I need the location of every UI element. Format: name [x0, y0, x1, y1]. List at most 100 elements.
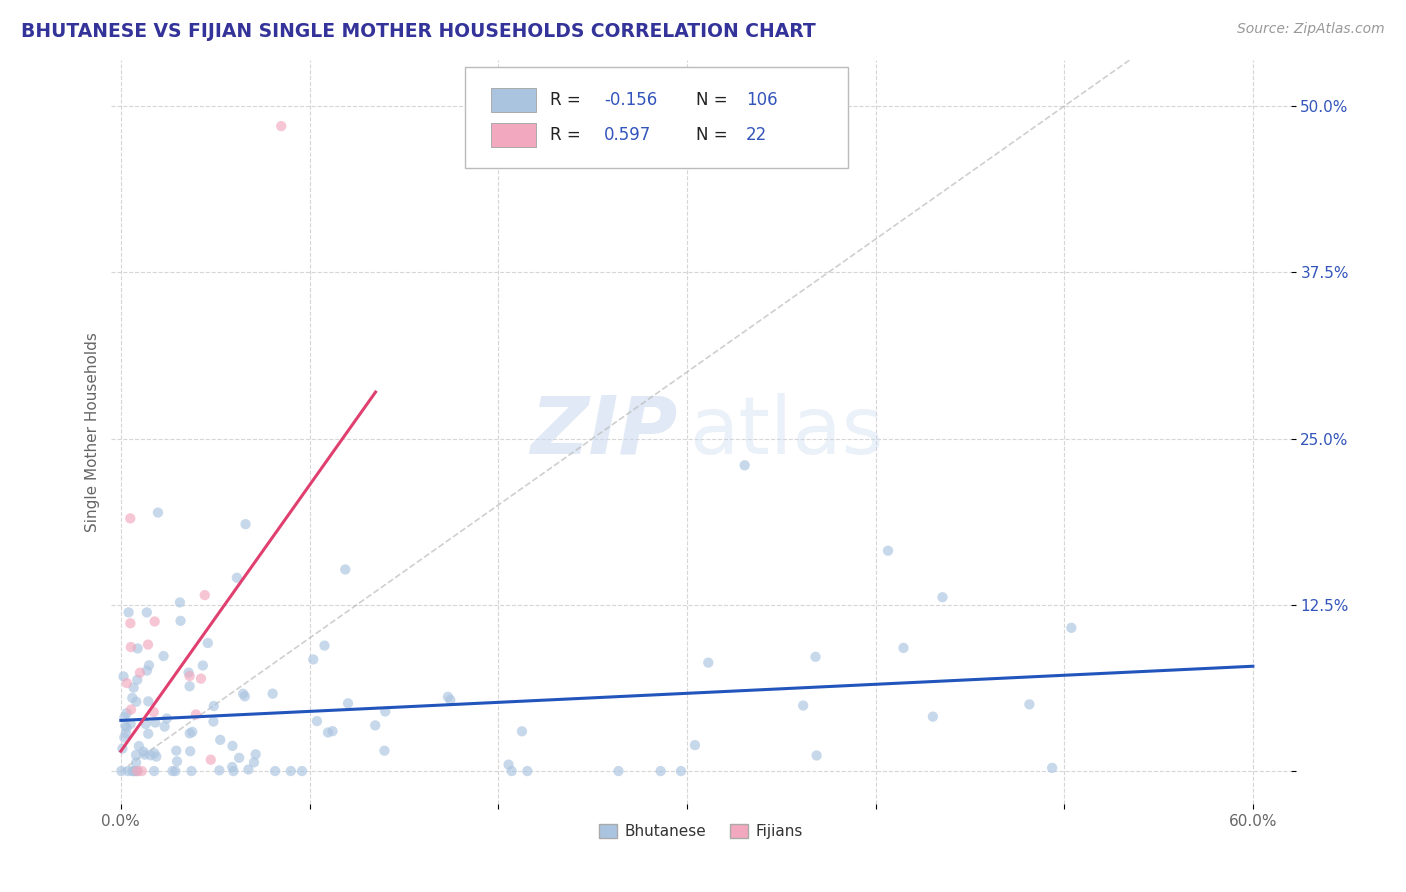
Text: ZIP: ZIP	[530, 393, 678, 471]
Point	[262, 687, 284, 701]
Point	[179, 726, 201, 740]
Point	[238, 763, 260, 777]
Point	[127, 764, 149, 778]
Point	[190, 672, 212, 686]
Point	[115, 706, 138, 720]
Point	[136, 694, 159, 708]
Point	[120, 717, 142, 731]
Point	[316, 725, 339, 739]
Point	[139, 748, 162, 763]
Point	[374, 705, 396, 719]
Point	[135, 606, 157, 620]
Point	[145, 749, 167, 764]
Point	[135, 664, 157, 678]
Point	[314, 639, 336, 653]
Point	[650, 764, 672, 778]
FancyBboxPatch shape	[491, 123, 536, 146]
Point	[221, 760, 243, 774]
Point	[112, 669, 135, 683]
Point	[146, 506, 169, 520]
Point	[209, 732, 232, 747]
Point	[114, 719, 136, 733]
Point	[337, 696, 360, 710]
Text: N =: N =	[696, 91, 733, 109]
Point	[245, 747, 267, 762]
Point	[683, 738, 706, 752]
Point	[501, 764, 523, 778]
Point	[165, 764, 187, 778]
Point	[498, 757, 520, 772]
Point	[792, 698, 814, 713]
Point	[121, 690, 143, 705]
Point	[179, 679, 201, 693]
Point	[120, 702, 142, 716]
Point	[322, 724, 344, 739]
Point	[270, 119, 292, 133]
Point	[153, 720, 176, 734]
Text: Source: ZipAtlas.com: Source: ZipAtlas.com	[1237, 22, 1385, 37]
Point	[120, 616, 142, 631]
Text: 106: 106	[745, 91, 778, 109]
Point	[194, 588, 217, 602]
Point	[804, 649, 827, 664]
Point	[179, 669, 201, 683]
Point	[931, 591, 953, 605]
Point	[235, 517, 257, 532]
Point	[166, 755, 188, 769]
Text: R =: R =	[550, 91, 586, 109]
Point	[305, 714, 328, 728]
Point	[439, 693, 461, 707]
Point	[110, 764, 132, 778]
Point	[302, 652, 325, 666]
Point	[437, 690, 460, 704]
Point	[669, 764, 692, 778]
Point	[181, 724, 204, 739]
Point	[115, 726, 138, 740]
Point	[143, 715, 166, 730]
Legend: Bhutanese, Fijians: Bhutanese, Fijians	[593, 818, 808, 845]
Point	[111, 741, 134, 756]
Point	[114, 710, 136, 724]
Point	[280, 764, 302, 778]
Point	[202, 714, 225, 729]
Text: -0.156: -0.156	[605, 91, 658, 109]
Point	[243, 756, 266, 770]
Point	[115, 721, 138, 735]
Point	[335, 562, 357, 576]
Point	[136, 638, 159, 652]
Point	[136, 727, 159, 741]
Point	[225, 571, 247, 585]
Point	[291, 764, 314, 778]
Point	[208, 764, 231, 778]
Point	[179, 744, 201, 758]
Point	[143, 615, 166, 629]
Point	[1018, 698, 1040, 712]
Point	[165, 744, 187, 758]
Point	[127, 641, 149, 656]
Point	[143, 764, 166, 778]
Point	[128, 739, 150, 753]
Point	[115, 676, 138, 690]
FancyBboxPatch shape	[465, 67, 848, 168]
Point	[112, 731, 135, 745]
Point	[191, 658, 214, 673]
Point	[607, 764, 630, 778]
Point	[364, 718, 387, 732]
Point	[200, 753, 222, 767]
Point	[129, 665, 152, 680]
Point	[169, 595, 191, 609]
Point	[117, 764, 139, 778]
Text: BHUTANESE VS FIJIAN SINGLE MOTHER HOUSEHOLDS CORRELATION CHART: BHUTANESE VS FIJIAN SINGLE MOTHER HOUSEH…	[21, 22, 815, 41]
Point	[142, 705, 165, 719]
Text: atlas: atlas	[689, 393, 883, 471]
Text: 0.597: 0.597	[605, 126, 651, 144]
Point	[184, 707, 207, 722]
Point	[152, 648, 174, 663]
Point	[125, 747, 148, 762]
Point	[135, 717, 157, 731]
Point	[125, 695, 148, 709]
Point	[120, 640, 142, 654]
Point	[373, 744, 395, 758]
Point	[233, 690, 256, 704]
Point	[127, 673, 149, 687]
